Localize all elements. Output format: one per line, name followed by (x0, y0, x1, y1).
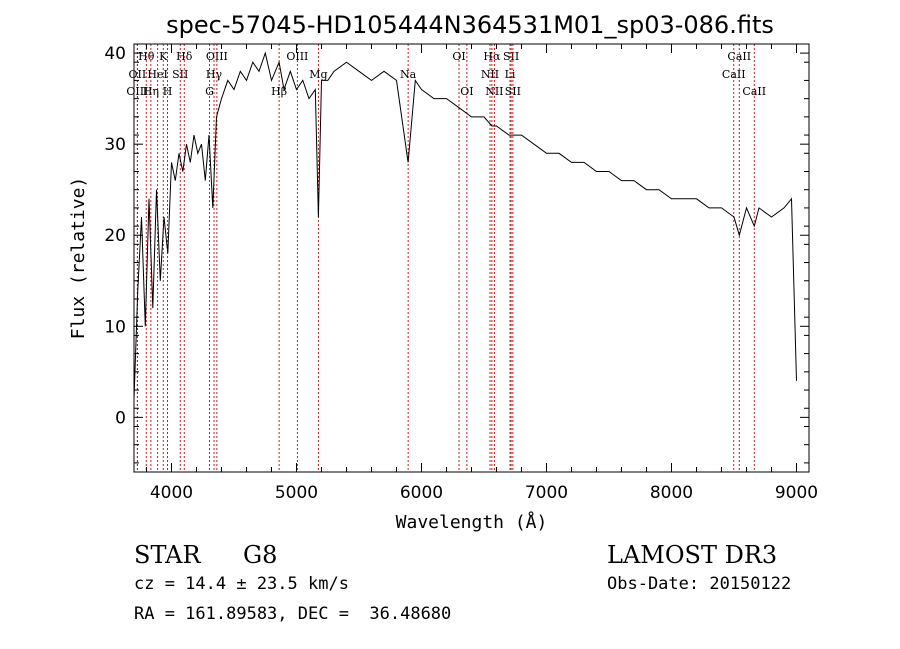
marker-label: OII (129, 68, 147, 81)
marker-label: Hβ (271, 85, 287, 98)
marker-label: SII (505, 85, 521, 98)
y-tick-label: 30 (104, 135, 126, 155)
marker-label: CaII (727, 50, 751, 63)
marker-label: CaII (742, 85, 766, 98)
marker-label: Hη (143, 85, 159, 98)
y-axis-label: Flux (relative) (68, 177, 89, 340)
spectrum-line (133, 51, 797, 400)
redshift-velocity: cz = 14.4 ± 23.5 km/s (134, 574, 349, 594)
marker-label: Mg (309, 68, 327, 81)
marker-label: Hα (483, 50, 501, 63)
plot-frame (133, 43, 810, 473)
marker-label: OI (452, 50, 465, 63)
coordinates: RA = 161.89583, DEC = 36.48680 (134, 604, 452, 624)
marker-label: Hδ (176, 50, 193, 63)
marker-label: NII (485, 85, 503, 98)
x-tick-label: 8000 (650, 483, 693, 503)
marker-label: OI (460, 85, 473, 98)
survey-name: LAMOST DR3 (607, 541, 778, 569)
x-tick-label: 7000 (525, 483, 568, 503)
x-axis-label: Wavelength (Å) (396, 511, 548, 533)
object-class: STAR (134, 541, 201, 569)
marker-label: OIII (126, 85, 148, 98)
marker-label: CaII (722, 68, 746, 81)
marker-label: SII (172, 68, 188, 81)
y-tick-label: 20 (104, 226, 126, 246)
y-tick-label: 10 (104, 317, 126, 337)
marker-label: K (159, 50, 168, 63)
marker-label: SII (503, 50, 519, 63)
x-tick-label: 5000 (275, 483, 318, 503)
marker-label: H (163, 85, 173, 98)
marker-label: Hθ (138, 50, 155, 63)
object-subclass: G8 (243, 541, 278, 569)
plot-series (133, 51, 797, 400)
marker-label: NII (481, 68, 499, 81)
marker-label: Na (400, 68, 417, 81)
x-tick-label: 4000 (150, 483, 193, 503)
marker-label: OIII (286, 50, 308, 63)
marker-label: Hγ (206, 68, 223, 81)
chart-title: spec-57045-HD105444N364531M01_sp03-086.f… (166, 11, 774, 39)
marker-label: OIII (206, 50, 228, 63)
marker-label: G (205, 85, 214, 98)
y-tick-label: 0 (115, 408, 126, 428)
observation-date: Obs-Date: 20150122 (607, 574, 792, 594)
marker-label: Li (505, 68, 516, 81)
axis-ticks: 4000 5000 6000 7000 8000 9000 0 10 20 30 40 (104, 44, 818, 503)
y-tick-label: 40 (104, 44, 126, 64)
x-tick-label: 6000 (400, 483, 443, 503)
x-tick-label: 9000 (775, 483, 818, 503)
marker-label: HeI (147, 68, 167, 81)
